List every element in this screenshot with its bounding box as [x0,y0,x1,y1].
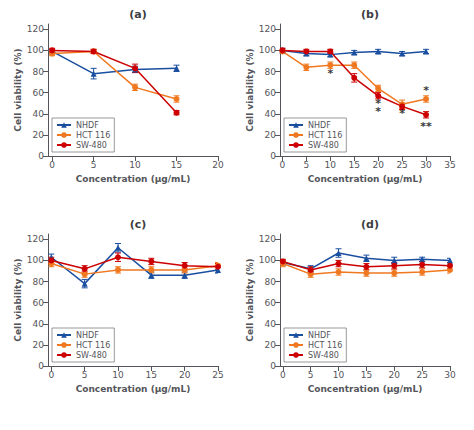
svg-text:60: 60 [33,88,45,98]
svg-text:(a): (a) [129,8,146,21]
svg-text:120: 120 [259,234,276,244]
svg-text:10: 10 [129,160,141,170]
svg-text:80: 80 [265,277,277,287]
svg-text:15: 15 [171,160,182,170]
svg-text:0: 0 [48,370,54,380]
svg-text:40: 40 [33,319,45,329]
svg-text:0: 0 [280,370,286,380]
svg-text:20: 20 [265,130,277,140]
svg-text:0: 0 [270,361,276,371]
svg-text:Cell viability (%): Cell viability (%) [245,258,255,341]
svg-text:100: 100 [27,45,44,55]
svg-text:40: 40 [33,109,45,119]
svg-text:0: 0 [49,160,55,170]
svg-text:15: 15 [361,370,372,380]
svg-text:(b): (b) [361,8,379,21]
svg-text:0: 0 [280,160,286,170]
svg-text:120: 120 [27,234,44,244]
svg-text:SW-480: SW-480 [308,351,339,360]
svg-text:SW-480: SW-480 [308,141,339,150]
svg-text:NHDF: NHDF [308,121,331,130]
svg-text:NHDF: NHDF [308,331,331,340]
svg-text:120: 120 [27,24,44,34]
svg-text:0: 0 [38,151,44,161]
svg-text:(c): (c) [130,218,147,231]
svg-text:5: 5 [82,370,88,380]
svg-text:Concentration (μg/mL): Concentration (μg/mL) [76,384,191,394]
svg-text:15: 15 [348,160,359,170]
svg-text:NHDF: NHDF [76,121,99,130]
svg-text:60: 60 [33,298,45,308]
svg-text:20: 20 [372,160,384,170]
svg-text:5: 5 [308,370,314,380]
svg-text:(d): (d) [361,218,379,231]
svg-text:35: 35 [444,160,455,170]
svg-text:40: 40 [265,109,277,119]
svg-text:*: * [327,67,333,80]
svg-text:0: 0 [270,151,276,161]
svg-text:80: 80 [265,67,277,77]
svg-text:5: 5 [91,160,97,170]
svg-text:10: 10 [325,160,337,170]
svg-text:10: 10 [333,370,345,380]
svg-text:SW-480: SW-480 [76,351,107,360]
svg-text:120: 120 [259,24,276,34]
svg-text:25: 25 [416,370,427,380]
svg-text:SW-480: SW-480 [76,141,107,150]
svg-text:10: 10 [112,370,124,380]
svg-text:Concentration (μg/mL): Concentration (μg/mL) [76,174,191,184]
svg-text:15: 15 [146,370,157,380]
svg-text:25: 25 [396,160,407,170]
svg-text:80: 80 [33,67,45,77]
svg-text:*: * [399,107,405,120]
svg-text:*: * [423,84,429,97]
svg-text:NHDF: NHDF [76,331,99,340]
svg-text:*: * [375,105,381,118]
svg-text:Cell viability (%): Cell viability (%) [13,48,23,131]
svg-text:30: 30 [420,160,432,170]
svg-text:HCT 116: HCT 116 [76,131,110,140]
svg-text:HCT 116: HCT 116 [308,341,342,350]
svg-text:20: 20 [212,160,224,170]
svg-text:100: 100 [259,45,276,55]
svg-text:20: 20 [33,340,45,350]
svg-text:20: 20 [265,340,277,350]
svg-text:Cell viability (%): Cell viability (%) [245,48,255,131]
svg-text:Concentration (μg/mL): Concentration (μg/mL) [308,384,423,394]
svg-text:Concentration (μg/mL): Concentration (μg/mL) [308,174,423,184]
svg-text:5: 5 [303,160,309,170]
svg-text:20: 20 [33,130,45,140]
svg-text:25: 25 [212,370,223,380]
svg-text:40: 40 [265,319,277,329]
svg-text:60: 60 [265,88,277,98]
svg-text:30: 30 [444,370,456,380]
svg-text:HCT 116: HCT 116 [308,131,342,140]
svg-text:**: ** [420,120,432,133]
svg-text:20: 20 [179,370,191,380]
svg-text:100: 100 [27,255,44,265]
svg-text:60: 60 [265,298,277,308]
svg-text:Cell viability (%): Cell viability (%) [13,258,23,341]
svg-text:0: 0 [38,361,44,371]
svg-text:20: 20 [389,370,401,380]
svg-text:100: 100 [259,255,276,265]
svg-text:HCT 116: HCT 116 [76,341,110,350]
svg-text:80: 80 [33,277,45,287]
